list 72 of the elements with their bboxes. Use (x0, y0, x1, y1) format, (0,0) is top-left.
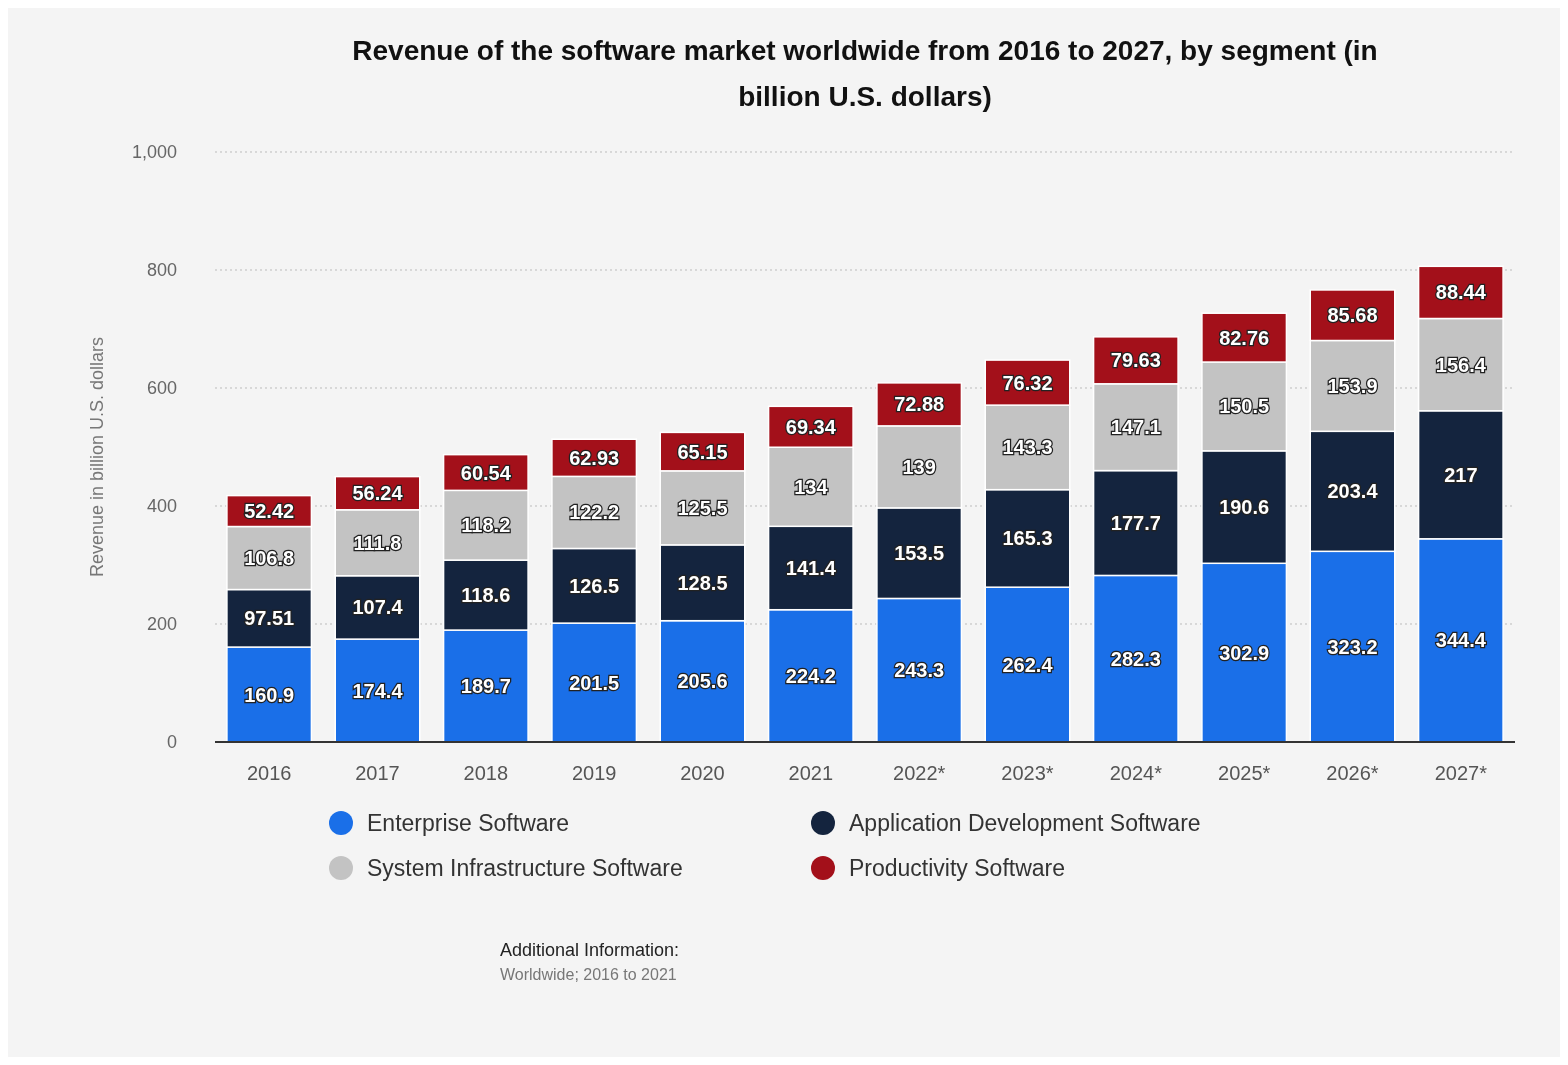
data-label: 189.7 (460, 675, 511, 698)
data-label: 344.4 (1435, 629, 1487, 652)
data-label: 165.3 (1002, 527, 1053, 550)
data-label: 79.63 (1110, 349, 1161, 372)
data-label: 205.6 (677, 670, 728, 693)
data-label: 126.5 (569, 574, 620, 597)
data-label: 190.6 (1219, 496, 1270, 519)
y-axis-title: Revenue in billion U.S. dollars (87, 336, 107, 578)
x-tick-label: 2021 (788, 762, 834, 784)
data-label: 217 (1444, 463, 1478, 486)
data-label: 76.32 (1002, 371, 1053, 394)
x-tick-label: 2016 (246, 762, 292, 784)
data-label: 302.9 (1219, 641, 1270, 664)
y-tick-label: 1,000 (131, 142, 177, 163)
chart-title: Revenue of the software market worldwide from 2016 to 2027, by segment (in billion U.S. dollars) (352, 35, 1378, 112)
data-label: 150.5 (1219, 395, 1270, 418)
data-label: 243.3 (894, 659, 945, 682)
data-label: 203.4 (1327, 480, 1379, 503)
y-tick-label: 400 (146, 496, 177, 517)
data-label: 153.9 (1327, 374, 1378, 397)
legend-label: Enterprise Software (367, 810, 569, 837)
data-label: 69.34 (785, 415, 837, 438)
data-label: 262.4 (1002, 653, 1054, 676)
data-label: 72.88 (894, 393, 945, 416)
x-tick-label: 2027* (1434, 762, 1488, 784)
data-label: 160.9 (244, 683, 295, 706)
data-label: 122.2 (569, 501, 620, 524)
data-label: 125.5 (677, 496, 728, 519)
data-label: 139 (902, 455, 936, 478)
y-tick-label: 600 (146, 378, 177, 399)
data-label: 97.51 (244, 607, 295, 630)
data-label: 141.4 (785, 557, 837, 580)
y-tick-label: 0 (166, 732, 177, 753)
data-label: 174.4 (352, 679, 404, 702)
x-tick-label: 2024* (1109, 762, 1163, 784)
x-tick-label: 2025* (1218, 762, 1271, 784)
data-label: 111.8 (353, 531, 402, 554)
x-tick-label: 2022* (893, 762, 946, 784)
data-label: 201.5 (569, 671, 620, 694)
data-label: 82.76 (1219, 326, 1270, 349)
data-label: 56.24 (352, 482, 404, 505)
x-tick-label: 2017 (355, 762, 400, 784)
text: Additional Information: (500, 940, 680, 960)
data-label: 282.3 (1110, 647, 1161, 670)
data-label: 107.4 (352, 596, 404, 619)
x-tick-label: 2026* (1326, 762, 1379, 784)
data-label: 106.8 (244, 547, 295, 570)
data-label: 85.68 (1327, 304, 1378, 327)
data-label: 143.3 (1002, 436, 1053, 459)
data-label: 118.2 (461, 514, 511, 537)
data-label: 153.5 (894, 542, 945, 565)
data-label: 52.42 (244, 500, 295, 523)
data-label: 177.7 (1110, 512, 1161, 535)
y-tick-label: 200 (146, 614, 177, 635)
y-tick-label: 800 (146, 260, 177, 281)
legend-label: Productivity Software (849, 855, 1066, 882)
x-tick-label: 2020 (680, 762, 725, 784)
data-label: 147.1 (1110, 416, 1161, 439)
data-label: 224.2 (785, 664, 836, 687)
data-label: 88.44 (1435, 281, 1487, 304)
data-label: 323.2 (1327, 635, 1378, 658)
data-label: 118.6 (461, 584, 511, 607)
data-label: 65.15 (677, 440, 728, 463)
legend-label: System Infrastructure Software (367, 855, 683, 882)
data-label: 60.54 (460, 461, 512, 484)
x-tick-label: 2019 (571, 762, 617, 784)
legend-label: Application Development Software (849, 810, 1201, 837)
text: Worldwide; 2016 to 2021 (500, 966, 677, 983)
data-label: 62.93 (569, 446, 620, 469)
data-label: 128.5 (677, 571, 728, 594)
x-tick-label: 2023* (1001, 762, 1054, 784)
x-tick-label: 2018 (463, 762, 509, 784)
